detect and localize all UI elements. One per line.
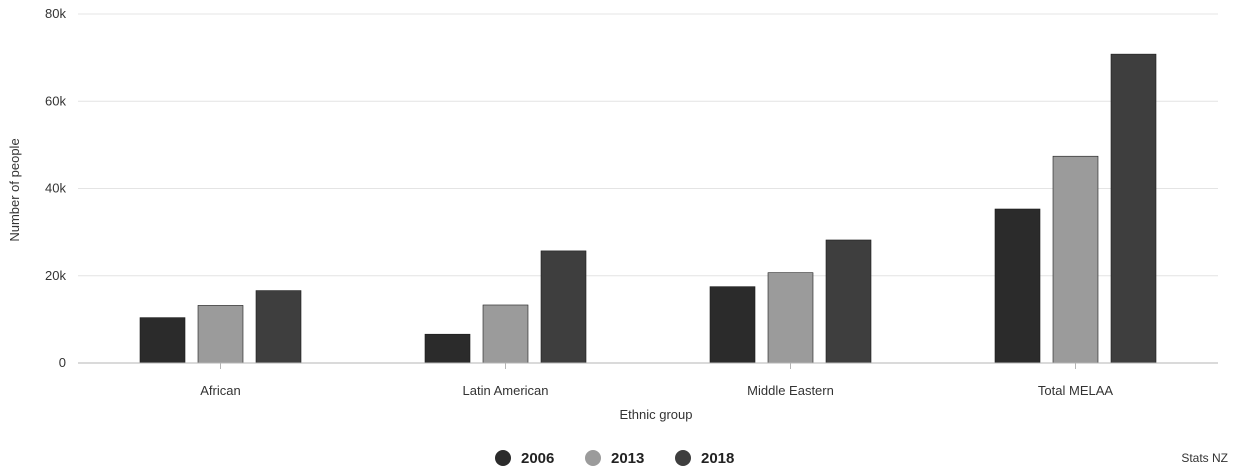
bar-2018-4 xyxy=(1110,53,1157,364)
y-tick-label: 20k xyxy=(45,268,66,283)
bar-2006-3 xyxy=(709,286,756,364)
legend-swatch-2013 xyxy=(585,450,601,466)
bar-2013-2 xyxy=(482,304,529,364)
y-tick-label: 60k xyxy=(45,93,66,108)
source-label: Stats NZ xyxy=(1181,451,1228,465)
x-tick-label: Total MELAA xyxy=(1038,383,1113,398)
legend-swatch-2018 xyxy=(675,450,691,466)
bar-2013-3 xyxy=(767,272,814,364)
axes: 0 20k 40k 60k 80k African Latin American Middle… xyxy=(45,6,1218,398)
bar-2013-1 xyxy=(197,305,244,364)
bar-2006-2 xyxy=(424,333,471,364)
y-tick-label: 40k xyxy=(45,181,66,196)
bar-2006-1 xyxy=(139,317,186,364)
legend: 2006 2013 2018 xyxy=(495,450,734,467)
y-axis-title: Number of people xyxy=(7,138,22,241)
gridlines xyxy=(78,13,1218,277)
y-tick-label: 80k xyxy=(45,6,66,21)
bar-2018-1 xyxy=(255,290,302,364)
legend-swatch-2006 xyxy=(495,450,511,466)
bar-2018-3 xyxy=(825,239,872,364)
x-tick-label: Latin American xyxy=(463,383,549,398)
bar-2018-2 xyxy=(540,250,587,364)
x-tick-label: African xyxy=(200,383,240,398)
y-tick-label: 0 xyxy=(59,355,66,370)
legend-label-2013: 2013 xyxy=(611,450,644,467)
legend-label-2006: 2006 xyxy=(521,450,554,467)
bar-2013-4 xyxy=(1052,155,1099,364)
bar-2006-4 xyxy=(994,208,1041,364)
legend-label-2018: 2018 xyxy=(701,450,734,467)
bars xyxy=(139,53,1157,364)
x-tick-label: Middle Eastern xyxy=(747,383,834,398)
x-axis-title: Ethnic group xyxy=(620,407,693,422)
